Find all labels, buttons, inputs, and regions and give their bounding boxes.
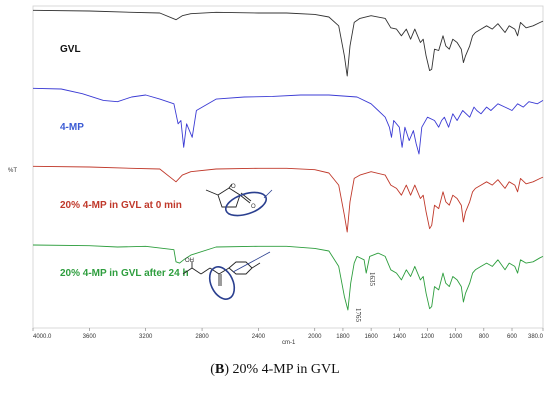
x-tick-label: 1000 [449,334,463,340]
x-tick-label: 1400 [393,334,407,340]
x-tick-label: 2400 [252,334,266,340]
carbonyl-arrow-0min [263,189,273,199]
x-tick-label: 4000.0 [33,334,52,340]
spectra-group [32,9,544,311]
spectrum-line-1 [32,9,544,77]
x-axis-label: cm-1 [282,340,296,346]
x-tick-label: 380.0 [528,334,544,340]
series-label-0min: 20% 4-MP in GVL at 0 min [60,200,182,211]
peak-annotation-1635: 1635 [368,272,376,287]
carbonyl-arrow-24h [232,251,271,273]
x-tick-label: 3200 [139,334,153,340]
spectrum-line-2 [32,87,544,155]
plot-frame [32,5,544,329]
caption-close-paren: ) [224,362,229,377]
gvl-structure-diagram: O O [205,183,256,210]
amide-structure-diagram [182,261,261,286]
figure-caption: (B) 20% 4-MP in GVL [0,362,550,378]
x-tick-label: 800 [479,334,490,340]
x-axis-ticks: 4000.0 3600 3200 2800 2400 2000 1800 1600 1400 12… [32,328,544,340]
peak-annotation-1765: 1765 [354,308,362,323]
series-label-24h: 20% 4-MP in GVL after 24 h [60,268,189,279]
svg-text:O: O [231,184,236,190]
x-tick-label: 3600 [83,334,97,340]
x-tick-label: 1600 [364,334,378,340]
x-tick-label: 1800 [336,334,350,340]
carbonyl-highlight-ellipse-0min [224,191,268,217]
caption-open-paren: ( [210,362,215,377]
carbonyl-highlight-ellipse-24h [208,266,236,300]
x-tick-label: 2800 [195,334,209,340]
caption-text: 20% 4-MP in GVL [228,362,340,377]
x-tick-label: 2000 [308,334,322,340]
caption-panel-letter: B [214,362,225,377]
spectrum-line-3 [32,165,544,233]
x-tick-label: 600 [507,334,518,340]
x-tick-label: 1200 [421,334,435,340]
spectrum-line-4 [32,244,544,311]
structure-oh-label: OH [185,258,194,264]
svg-text:O: O [251,204,256,210]
series-label-4mp: 4-MP [60,122,84,133]
y-axis-label: %T [8,168,17,174]
series-label-gvl: GVL [60,44,81,55]
